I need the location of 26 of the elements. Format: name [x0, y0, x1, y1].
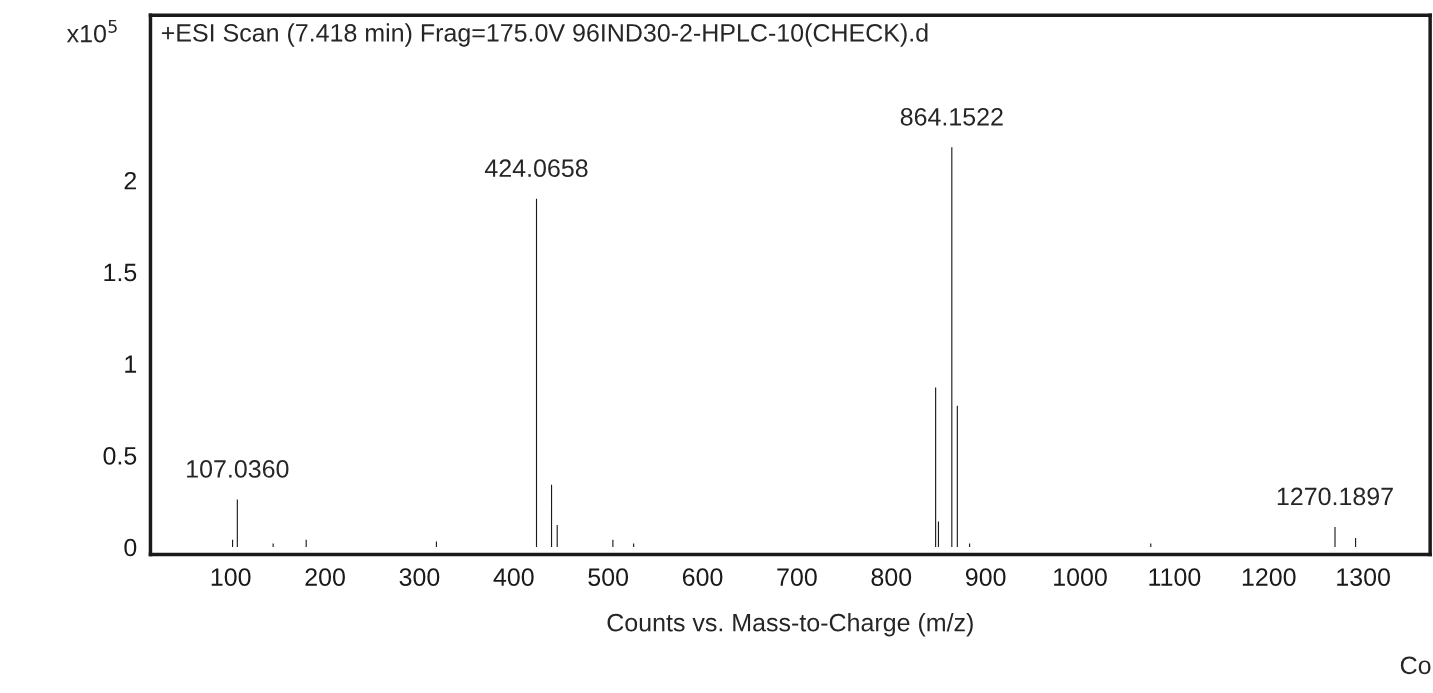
y-axis-title: x10$^{5}$ — [66, 19, 117, 43]
x-tick-label: 200 — [305, 568, 345, 586]
annotation: 1270.1897 — [1277, 487, 1393, 506]
x-tick-label: 500 — [588, 568, 629, 586]
y-tick-label: 1 — [125, 355, 137, 373]
x-tick-label: 700 — [777, 568, 817, 586]
y-tick-label: 2 — [124, 171, 137, 190]
text: Co — [1400, 656, 1431, 675]
x-tick-label: 300 — [399, 568, 440, 586]
x-tick-label: 600 — [682, 568, 723, 586]
x-tick-label: 800 — [871, 568, 912, 586]
x-tick-label: 1300 — [1337, 568, 1390, 586]
x-tick-label: 900 — [965, 568, 1006, 586]
x-tick-label: 1100 — [1149, 568, 1201, 586]
y-tick-label: 1.5 — [104, 263, 137, 282]
x-axis-title: Counts vs. Mass-to-Charge (m/z) — [607, 613, 973, 637]
x-tick-label: 100 — [211, 568, 251, 586]
annotation: 107.0360 — [187, 460, 289, 478]
annotation: 424.0658 — [484, 159, 588, 178]
y-tick-label: 0 — [124, 538, 137, 557]
x-tick-label: 1000 — [1054, 568, 1107, 586]
annotation: 864.1522 — [900, 107, 1003, 126]
x-tick-label: 1200 — [1242, 568, 1296, 586]
x-tick-label: 400 — [493, 568, 534, 586]
chart-title: +ESI Scan (7.418 min) Frag=175.0V 96IND30-2-HPLC-10(CHECK).d — [161, 23, 928, 47]
y-tick-label: 0.5 — [103, 446, 137, 465]
